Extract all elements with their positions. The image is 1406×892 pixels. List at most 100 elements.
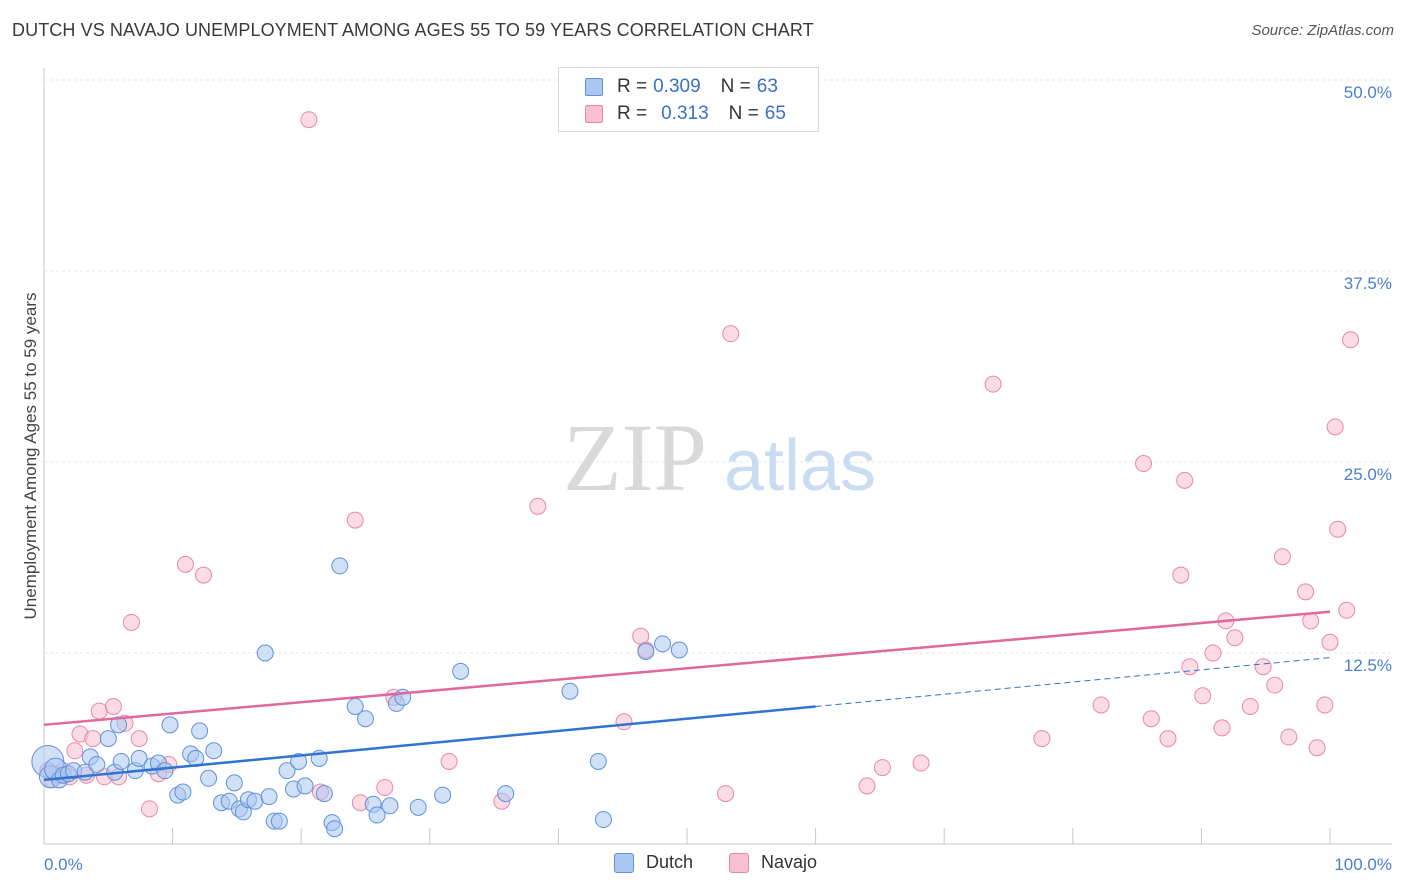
- navajo-point: [90, 702, 108, 720]
- dutch-point: [637, 642, 655, 660]
- dutch-n-value: 63: [756, 76, 778, 97]
- navajo-point: [1342, 331, 1360, 349]
- dutch-point: [561, 682, 579, 700]
- dutch-point: [161, 716, 179, 734]
- navajo-point: [1159, 730, 1177, 748]
- axis-labels: Unemployment Among Ages 55 to 59 years: [21, 293, 40, 620]
- dutch-legend-label: Dutch: [646, 852, 694, 872]
- dutch-point: [88, 756, 106, 774]
- navajo-point: [529, 497, 547, 515]
- navajo-point: [440, 752, 458, 770]
- legend-row-navajo: R = 0.313 N = 65: [585, 101, 786, 127]
- dutch-point: [174, 783, 192, 801]
- navajo-point: [1266, 676, 1284, 694]
- dutch-trend-extension: [815, 657, 1331, 707]
- navajo-point: [1280, 728, 1298, 746]
- navajo-point: [194, 566, 212, 584]
- axes: 12.5% 25.0% 37.5% 50.0% 0.0% 100.0%: [43, 68, 1392, 874]
- navajo-point: [104, 697, 122, 715]
- dutch-point: [368, 806, 386, 824]
- navajo-point: [1241, 697, 1259, 715]
- y-tick-label: 50.0%: [1344, 83, 1392, 102]
- dutch-point: [110, 716, 128, 734]
- legend-item-dutch[interactable]: Dutch: [614, 852, 693, 873]
- navajo-point: [346, 511, 364, 529]
- dutch-point: [290, 752, 308, 770]
- legend-row-dutch: R = 0.309 N = 63: [585, 74, 778, 100]
- dutch-r-label: R =: [617, 76, 648, 97]
- dutch-points: [31, 557, 688, 838]
- dutch-point: [112, 752, 130, 770]
- navajo-point: [1135, 455, 1153, 473]
- navajo-point: [858, 777, 876, 795]
- grid-lines: [44, 79, 1392, 654]
- dutch-point: [670, 641, 688, 659]
- navajo-legend-label: Navajo: [761, 852, 818, 872]
- x-tick-label-max: 100.0%: [1334, 855, 1392, 874]
- dutch-legend-swatch: [614, 852, 634, 873]
- navajo-swatch: [585, 105, 603, 123]
- y-tick-label: 37.5%: [1344, 274, 1392, 293]
- navajo-point: [1033, 730, 1051, 748]
- dutch-point: [357, 710, 374, 728]
- navajo-point: [1194, 687, 1212, 705]
- dutch-r-value: 0.309: [653, 76, 701, 97]
- navajo-point: [615, 713, 633, 731]
- navajo-point: [1326, 418, 1344, 436]
- dutch-point: [594, 811, 612, 829]
- watermark-zip: ZIP: [563, 404, 707, 511]
- dutch-point: [246, 792, 264, 810]
- trend-lines: [43, 610, 1331, 782]
- legend-item-navajo[interactable]: Navajo: [729, 852, 817, 873]
- dutch-n-label: N =: [720, 76, 751, 97]
- navajo-point: [1329, 520, 1347, 538]
- navajo-point: [1181, 658, 1199, 676]
- dutch-point: [270, 812, 288, 830]
- navajo-point: [1273, 548, 1291, 566]
- watermark: ZIP atlas: [563, 404, 876, 511]
- navajo-point: [140, 800, 158, 818]
- navajo-point: [1213, 719, 1231, 737]
- dutch-point: [260, 788, 278, 806]
- y-tick-label: 25.0%: [1344, 465, 1392, 484]
- dutch-point: [497, 785, 515, 803]
- y-axis-label: Unemployment Among Ages 55 to 59 years: [21, 293, 40, 620]
- navajo-point: [1302, 612, 1320, 630]
- dutch-point: [99, 730, 117, 748]
- navajo-point: [717, 785, 735, 803]
- navajo-point: [1338, 601, 1356, 619]
- navajo-r-label: R =: [617, 103, 648, 124]
- chart-title: DUTCH VS NAVAJO UNEMPLOYMENT AMONG AGES …: [12, 20, 814, 40]
- navajo-point: [122, 613, 140, 631]
- dutch-point: [326, 820, 344, 838]
- navajo-point: [176, 555, 194, 573]
- dutch-point: [409, 798, 427, 816]
- y-tick-label: 12.5%: [1344, 656, 1392, 675]
- dutch-point: [315, 785, 333, 803]
- dutch-trend-line: [43, 705, 816, 782]
- dutch-point: [205, 742, 223, 760]
- dutch-swatch: [585, 78, 603, 96]
- correlation-legend: R = 0.309 N = 63 R = 0.313 N = 65: [558, 67, 819, 132]
- navajo-point: [912, 754, 930, 772]
- navajo-point: [1308, 739, 1326, 757]
- navajo-point: [1254, 658, 1272, 676]
- navajo-point: [1172, 566, 1190, 584]
- navajo-trend-line: [43, 610, 1331, 727]
- dutch-point: [156, 762, 174, 780]
- x-tick-label-min: 0.0%: [44, 855, 83, 874]
- dutch-point: [296, 777, 314, 795]
- navajo-point: [873, 759, 891, 777]
- navajo-point: [376, 778, 394, 796]
- watermark-atlas: atlas: [724, 426, 876, 506]
- navajo-point: [1176, 471, 1194, 489]
- navajo-point: [66, 742, 84, 760]
- navajo-point: [722, 325, 740, 343]
- series-legend: Dutch Navajo: [614, 852, 853, 873]
- dutch-point: [278, 762, 296, 780]
- dutch-point: [191, 722, 209, 740]
- navajo-point: [984, 375, 1002, 393]
- navajo-r-value: 0.313: [661, 103, 709, 124]
- navajo-point: [300, 111, 318, 129]
